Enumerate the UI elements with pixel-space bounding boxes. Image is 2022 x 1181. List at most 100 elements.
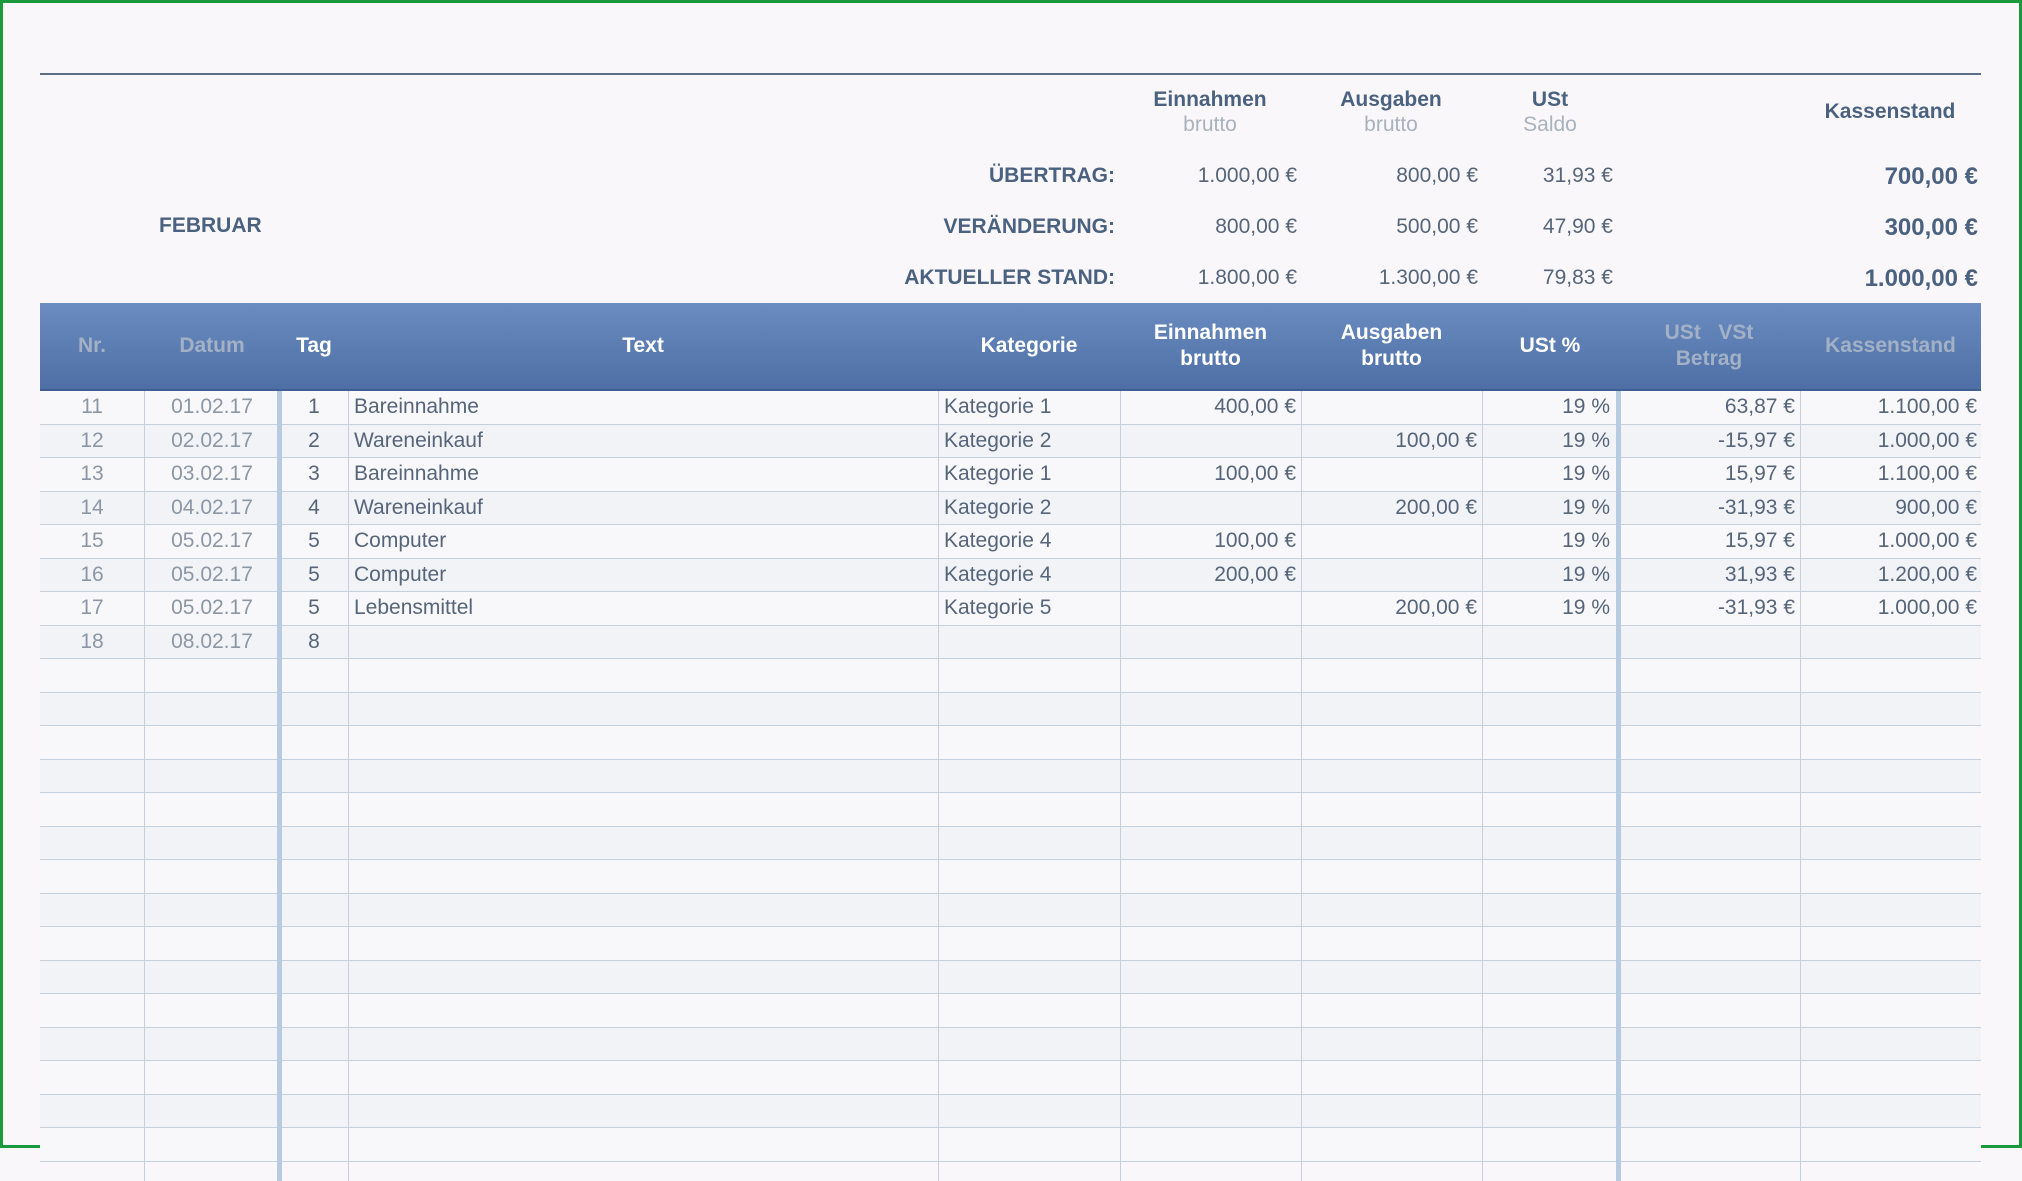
cell-kategorie[interactable] [938,860,1120,892]
cell-kassenstand[interactable] [1800,1128,1981,1160]
cell-ust-betrag[interactable] [1618,927,1800,959]
cell-tag[interactable] [280,961,348,993]
cell-nr[interactable] [40,894,144,926]
cell-kategorie[interactable] [938,827,1120,859]
cell-ust-percent[interactable] [1482,994,1618,1026]
cell-tag[interactable]: 2 [308,428,320,452]
cell-nr[interactable]: 15 [80,529,104,552]
cell-einnahmen[interactable] [1120,927,1301,959]
cell-nr[interactable]: 17 [80,596,104,619]
cell-einnahmen[interactable] [1120,827,1301,859]
cell-ust-betrag[interactable] [1618,1128,1800,1160]
cell-ust-percent[interactable] [1482,860,1618,892]
header-ausgaben[interactable]: Ausgaben brutto [1301,303,1482,389]
cell-ausgaben[interactable] [1301,458,1482,490]
cell-ausgaben[interactable] [1301,626,1482,658]
cell-tag[interactable] [280,927,348,959]
cell-kassenstand[interactable]: 1.000,00 € [1877,428,1977,452]
cell-einnahmen[interactable] [1120,726,1301,758]
header-ust-betrag[interactable]: USt VSt Betrag [1618,303,1800,389]
cell-kassenstand[interactable] [1800,827,1981,859]
cell-datum[interactable] [144,1061,280,1093]
cell-text[interactable]: Computer [354,529,447,552]
cell-tag[interactable]: 5 [308,596,320,619]
cell-datum[interactable] [144,961,280,993]
cell-einnahmen[interactable] [1120,592,1301,624]
cell-kassenstand[interactable] [1800,793,1981,825]
cell-text[interactable] [348,626,938,658]
cell-kategorie[interactable] [938,961,1120,993]
cell-tag[interactable]: 3 [308,462,320,485]
cell-ust-betrag[interactable]: -31,93 € [1717,596,1795,619]
cell-datum[interactable]: 05.02.17 [171,596,253,619]
cell-kassenstand[interactable] [1800,961,1981,993]
cell-nr[interactable] [40,1061,144,1093]
cell-kassenstand[interactable] [1800,860,1981,892]
cell-ust-percent[interactable]: 19 % [1562,596,1610,619]
cell-nr[interactable] [40,1095,144,1127]
cell-ust-betrag[interactable] [1618,894,1800,926]
cell-text[interactable] [348,827,938,859]
cell-ust-betrag[interactable] [1618,1095,1800,1127]
cell-nr[interactable]: 13 [80,462,104,485]
cell-einnahmen[interactable] [1120,860,1301,892]
cell-tag[interactable] [280,894,348,926]
cell-ust-percent[interactable]: 19 % [1562,428,1610,452]
cell-ust-betrag[interactable] [1618,827,1800,859]
cell-ausgaben[interactable] [1301,693,1482,725]
cell-kassenstand[interactable] [1800,693,1981,725]
cell-ausgaben[interactable] [1301,1028,1482,1060]
cell-ust-betrag[interactable] [1618,626,1800,658]
cell-datum[interactable]: 04.02.17 [171,495,253,519]
cell-ust-betrag[interactable]: 15,97 € [1724,529,1795,552]
header-kategorie[interactable]: Kategorie [938,303,1120,389]
cell-text[interactable] [348,1128,938,1160]
cell-kategorie[interactable] [938,927,1120,959]
cell-ust-percent[interactable] [1482,827,1618,859]
cell-einnahmen[interactable] [1120,1128,1301,1160]
cell-datum[interactable] [144,659,280,691]
cell-nr[interactable] [40,1028,144,1060]
cell-kassenstand[interactable]: 1.000,00 € [1877,596,1977,619]
cell-kategorie[interactable]: Kategorie 5 [944,596,1052,619]
cell-ust-betrag[interactable] [1618,793,1800,825]
cell-nr[interactable] [40,860,144,892]
cell-text[interactable] [348,760,938,792]
cell-datum[interactable] [144,1128,280,1160]
cell-tag[interactable] [280,693,348,725]
cell-tag[interactable]: 4 [308,495,320,519]
cell-kategorie[interactable]: Kategorie 2 [944,495,1052,519]
cell-kassenstand[interactable] [1800,659,1981,691]
cell-text[interactable]: Computer [354,562,447,586]
cell-kategorie[interactable] [938,693,1120,725]
cell-datum[interactable]: 08.02.17 [171,629,253,653]
cell-ausgaben[interactable] [1301,525,1482,557]
cell-nr[interactable]: 18 [80,629,104,653]
cell-ausgaben[interactable] [1301,860,1482,892]
cell-text[interactable]: Wareneinkauf [354,495,483,519]
cell-ust-percent[interactable]: 19 % [1562,395,1610,418]
cell-kassenstand[interactable]: 1.000,00 € [1877,529,1977,552]
cell-text[interactable]: Lebensmittel [354,596,474,619]
cell-kassenstand[interactable]: 1.100,00 € [1877,462,1977,485]
cell-kassenstand[interactable]: 1.200,00 € [1877,562,1977,586]
cell-kassenstand[interactable] [1800,1095,1981,1127]
cell-einnahmen[interactable] [1120,961,1301,993]
cell-einnahmen[interactable] [1120,1028,1301,1060]
cell-ust-percent[interactable] [1482,1128,1618,1160]
cell-kassenstand[interactable] [1800,1028,1981,1060]
cell-tag[interactable] [280,1061,348,1093]
cell-datum[interactable] [144,827,280,859]
header-ust-percent[interactable]: USt % [1482,303,1618,389]
cell-ust-percent[interactable] [1482,961,1618,993]
cell-nr[interactable]: 12 [80,428,104,452]
cell-ust-betrag[interactable] [1618,961,1800,993]
cell-kassenstand[interactable] [1800,1061,1981,1093]
cell-nr[interactable]: 14 [80,495,104,519]
cell-einnahmen[interactable] [1120,793,1301,825]
header-tag[interactable]: Tag [280,303,348,389]
cell-einnahmen[interactable] [1120,1095,1301,1127]
cell-tag[interactable] [280,1095,348,1127]
cell-ust-percent[interactable] [1482,626,1618,658]
cell-kategorie[interactable]: Kategorie 4 [944,529,1052,552]
